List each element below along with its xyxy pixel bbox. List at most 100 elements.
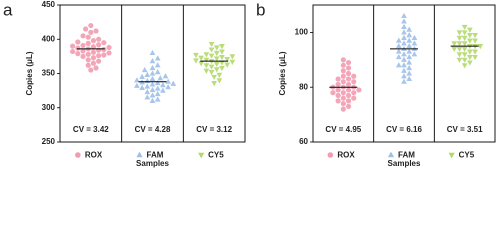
legend-label: CY5 [208, 151, 224, 160]
data-point [88, 29, 94, 35]
data-point [461, 41, 468, 47]
data-point [90, 49, 97, 55]
data-point [170, 80, 177, 86]
data-point [141, 66, 148, 73]
data-point [154, 96, 161, 102]
data-point [411, 51, 418, 57]
cv-annotation: CV = 4.95 [325, 125, 361, 134]
legend-marker [448, 152, 455, 159]
data-point [335, 87, 341, 93]
data-point [451, 46, 458, 52]
data-point [208, 70, 215, 76]
data-point [90, 38, 97, 44]
data-point [411, 34, 418, 40]
data-point [467, 44, 473, 50]
data-point [165, 84, 171, 90]
data-point [335, 92, 341, 99]
data-point [472, 38, 478, 44]
data-point [461, 30, 468, 36]
data-point [80, 48, 86, 54]
data-point [406, 42, 413, 49]
data-point [340, 62, 346, 68]
data-point [461, 52, 468, 58]
data-point [70, 48, 76, 55]
data-point [208, 47, 215, 53]
data-point [85, 34, 91, 40]
data-point [345, 70, 352, 77]
data-point [165, 78, 171, 84]
data-point [411, 40, 418, 46]
data-point [193, 58, 199, 64]
data-point [134, 82, 140, 88]
data-point [456, 52, 463, 58]
data-point [467, 54, 473, 61]
data-point [335, 81, 341, 88]
data-point [219, 65, 225, 72]
data-point [198, 55, 205, 61]
data-point [106, 50, 112, 56]
data-point [340, 57, 346, 63]
data-point [144, 94, 151, 100]
cv-annotation: CV = 3.12 [196, 125, 232, 134]
data-point [345, 87, 352, 93]
data-point [340, 95, 346, 101]
data-point [203, 57, 210, 63]
data-point [406, 26, 413, 32]
data-point [154, 90, 161, 97]
data-point [340, 73, 346, 79]
data-point [85, 57, 91, 63]
data-point [85, 51, 91, 57]
legend-label: ROX [337, 151, 355, 160]
data-point [149, 75, 156, 82]
data-point [193, 52, 199, 59]
x-axis-label: Samples [136, 159, 169, 168]
data-point [101, 46, 107, 53]
data-point [456, 35, 463, 41]
data-point [335, 76, 341, 82]
y-axis-label: Copies (μL) [25, 51, 34, 95]
data-point [472, 54, 478, 61]
data-point [351, 90, 357, 96]
data-point [229, 59, 236, 65]
data-point [96, 36, 102, 42]
data-point [154, 62, 161, 68]
legend-marker [327, 152, 334, 158]
data-point [83, 26, 89, 32]
y-tick-label: 350 [42, 69, 56, 78]
data-point [451, 41, 458, 47]
data-point [467, 27, 473, 33]
data-point [340, 90, 346, 96]
data-point [401, 23, 407, 29]
data-point [144, 88, 151, 95]
data-point [335, 98, 341, 104]
legend-marker [75, 152, 81, 158]
data-point [461, 57, 468, 63]
data-point [406, 53, 413, 60]
data-point [351, 79, 357, 85]
data-point [80, 53, 86, 59]
data-point [219, 60, 225, 66]
figure: a Copies (μL) 250 300 350 400 450 CV = 3.42 ROX C… [3, 0, 496, 168]
data-point [406, 37, 413, 43]
data-point [401, 62, 407, 68]
cv-annotation: CV = 3.51 [447, 125, 483, 134]
data-point [211, 81, 218, 87]
data-point [411, 45, 418, 51]
data-point [162, 73, 169, 79]
data-point [154, 55, 161, 61]
data-point [198, 61, 205, 67]
data-point [401, 34, 407, 40]
data-point [160, 82, 166, 88]
cv-annotation: CV = 3.42 [73, 125, 109, 134]
data-point [406, 59, 413, 65]
data-point [80, 33, 86, 39]
data-point [345, 81, 352, 88]
data-point [472, 44, 478, 50]
data-point [406, 64, 413, 71]
data-point [160, 87, 166, 93]
data-point [149, 81, 156, 87]
data-point [213, 56, 220, 62]
data-point [219, 54, 225, 61]
data-point [75, 39, 81, 45]
legend-label: FAM [398, 151, 415, 160]
